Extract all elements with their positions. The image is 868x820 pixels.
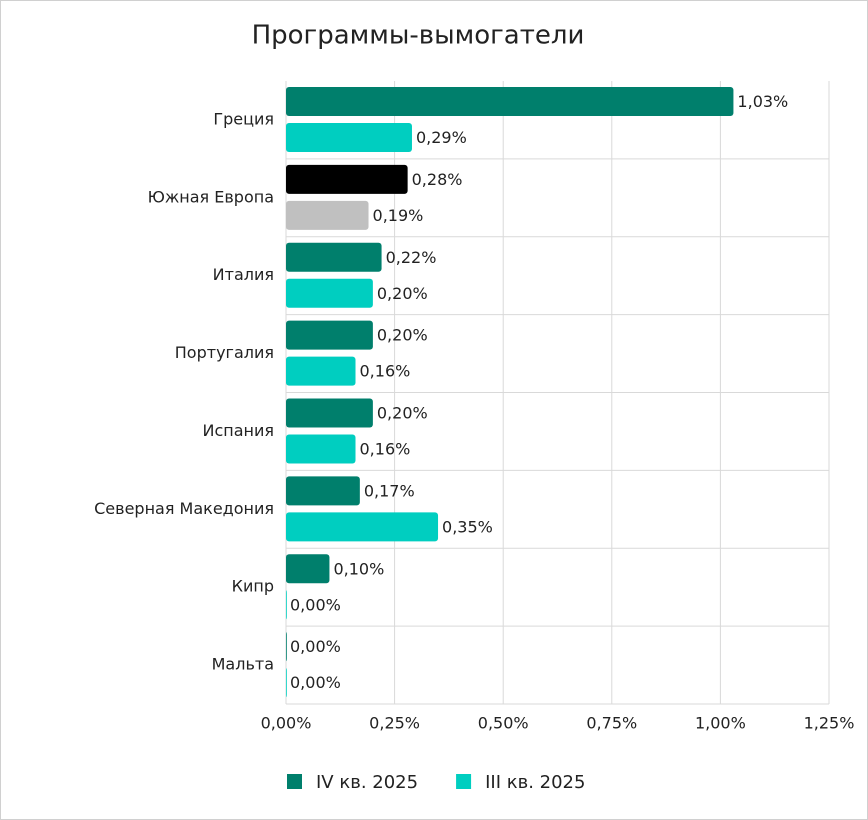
bar (286, 123, 412, 152)
legend-swatch (287, 774, 302, 789)
value-label: 0,10% (333, 559, 384, 578)
y-tick-label: Мальта (212, 655, 274, 674)
value-label: 0,00% (290, 595, 341, 614)
value-label: 0,20% (377, 284, 428, 303)
bar (286, 554, 330, 584)
x-tick-label: 1,00% (695, 714, 746, 733)
legend-swatch (456, 774, 472, 789)
x-tick-label: 0,25% (369, 714, 420, 733)
legend-label: IV кв. 2025 (316, 772, 418, 793)
y-tick-label: Греция (213, 109, 274, 128)
value-label: 0,16% (360, 362, 411, 381)
value-label: 0,00% (290, 673, 341, 692)
bar (286, 512, 439, 542)
value-label: 0,16% (360, 440, 411, 459)
value-label: 0,17% (364, 481, 415, 500)
bar (286, 200, 369, 230)
value-label: 0,19% (373, 206, 424, 225)
bar (286, 278, 373, 308)
y-tick-label: Кипр (232, 577, 274, 596)
bar (286, 320, 373, 350)
value-label: 0,35% (442, 517, 493, 536)
bar (286, 668, 287, 698)
x-tick-label: 0,00% (261, 714, 312, 733)
bar (286, 87, 734, 116)
x-tick-label: 0,75% (586, 714, 637, 733)
bar (286, 164, 408, 194)
y-tick-label: Италия (213, 265, 274, 284)
chart-title: Программы-вымогатели (252, 21, 585, 51)
bar (286, 434, 356, 464)
y-tick-label: Северная Македония (94, 499, 274, 518)
x-tick-label: 1,25% (804, 714, 855, 733)
x-tick-label: 0,50% (478, 714, 529, 733)
bar (286, 242, 382, 272)
legend-label: III кв. 2025 (485, 772, 585, 793)
bar (286, 476, 360, 506)
value-label: 1,03% (737, 92, 788, 111)
bar (286, 632, 287, 662)
bar (286, 398, 373, 428)
value-label: 0,22% (386, 248, 437, 267)
y-tick-label: Португалия (175, 343, 274, 362)
value-label: 0,20% (377, 404, 428, 423)
y-tick-label: Южная Европа (148, 187, 274, 206)
value-label: 0,28% (412, 170, 463, 189)
bar (286, 590, 287, 620)
value-label: 0,00% (290, 637, 341, 656)
y-tick-label: Испания (202, 421, 274, 440)
bar (286, 356, 356, 386)
value-label: 0,20% (377, 326, 428, 345)
value-label: 0,29% (416, 128, 467, 147)
